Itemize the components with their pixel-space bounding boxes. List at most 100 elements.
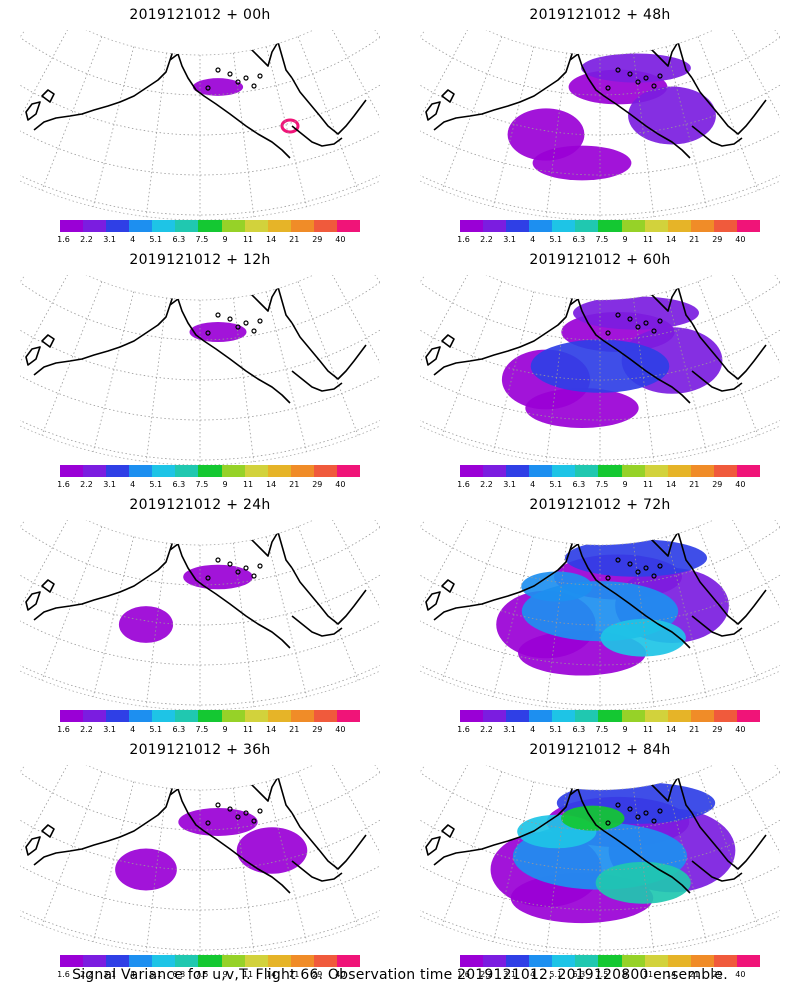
colorbar-swatch <box>529 465 553 477</box>
colorbar-label: 2.2 <box>480 725 493 734</box>
variance-blob <box>525 388 639 428</box>
colorbar-label: 6.3 <box>172 480 186 489</box>
colorbar-label: 7.5 <box>595 235 609 244</box>
colorbar <box>460 955 761 967</box>
island <box>605 575 611 581</box>
colorbar-label: 9 <box>222 970 228 979</box>
latitude-line <box>20 281 380 341</box>
colorbar-label: 40 <box>335 725 346 734</box>
colorbar-label: 2.2 <box>80 725 93 734</box>
polar-map <box>420 520 780 710</box>
island <box>243 75 249 81</box>
colorbar-swatch <box>621 465 645 477</box>
colorbar-swatch <box>506 220 530 232</box>
colorbar-swatch <box>129 220 153 232</box>
meridian-line <box>492 536 535 697</box>
island <box>257 808 263 814</box>
coastline <box>425 591 441 611</box>
colorbar-label: 40 <box>335 235 346 244</box>
colorbar-label: 11 <box>642 235 654 244</box>
map-content <box>115 808 308 891</box>
meridian-line <box>265 781 308 942</box>
colorbar-swatch <box>598 220 622 232</box>
colorbar-swatch <box>244 220 268 232</box>
map-content <box>501 296 723 428</box>
colorbar-label: 5.1 <box>149 235 163 244</box>
island <box>605 85 611 91</box>
island <box>235 814 241 820</box>
island <box>615 312 621 318</box>
colorbar-label: 40 <box>335 480 346 489</box>
colorbar-label: 29 <box>312 480 323 489</box>
coastline <box>291 812 367 870</box>
colorbar-labels: 1.6 2.2 3.1 4 5.1 6.3 7.5 9 11 14 21 29 40 <box>57 480 360 490</box>
meridian-line <box>297 771 359 926</box>
variance-blob <box>118 606 174 643</box>
colorbar-label: 7.5 <box>595 725 609 734</box>
colorbar <box>60 955 361 967</box>
island <box>657 318 663 324</box>
colorbar-swatch <box>621 955 645 967</box>
island <box>227 316 233 322</box>
map-panel: 2019121012 + 48h 1.6 2.2 3.1 4 5.1 6.3 7.5 9 11 14… <box>400 0 800 245</box>
colorbar-swatch <box>483 465 507 477</box>
meridian-line <box>441 526 503 681</box>
colorbar-label: 4 <box>530 235 536 244</box>
coastline <box>425 346 441 366</box>
island <box>615 802 621 808</box>
variance-blob <box>595 861 691 904</box>
colorbar-label: 21 <box>289 235 300 244</box>
colorbar-swatch <box>83 710 107 722</box>
colorbar <box>60 710 361 722</box>
colorbar-label: 3.1 <box>503 970 516 979</box>
colorbar-label: 11 <box>642 480 654 489</box>
coastline <box>291 370 343 392</box>
map-content <box>490 782 736 924</box>
polar-map <box>420 765 780 955</box>
colorbar-label: 5.1 <box>549 725 563 734</box>
latitude-line <box>20 36 380 96</box>
colorbar-swatch <box>129 465 153 477</box>
colorbar-swatch <box>175 710 199 722</box>
coastline <box>691 812 767 870</box>
island <box>251 818 257 824</box>
meridian-line <box>92 536 135 697</box>
colorbar-swatch <box>575 465 599 477</box>
island <box>205 820 211 826</box>
panel-title: 2019121012 + 12h <box>129 252 271 268</box>
colorbar-label: 11 <box>242 970 254 979</box>
colorbar-swatch <box>313 465 337 477</box>
variance-blob <box>628 86 716 145</box>
colorbar-label: 21 <box>689 235 700 244</box>
colorbar-label: 6.3 <box>572 480 586 489</box>
colorbar-label: 14 <box>266 480 277 489</box>
colorbar-label: 21 <box>689 725 700 734</box>
colorbar-swatch <box>690 465 714 477</box>
colorbar-swatch <box>690 220 714 232</box>
colorbar-swatch <box>221 220 245 232</box>
island <box>643 810 649 816</box>
latitude-line <box>420 526 780 586</box>
colorbar-swatch <box>483 220 507 232</box>
colorbar-swatch <box>221 710 245 722</box>
variance-blob <box>236 827 308 874</box>
colorbar-swatch <box>221 465 245 477</box>
colorbar-swatch <box>483 710 507 722</box>
colorbar-swatch <box>644 465 668 477</box>
colorbar-label: 21 <box>289 970 300 979</box>
map-panel: 2019121012 + 00h 1.6 2.2 3.1 4 5.1 6.3 7.5 9 11 14… <box>0 0 400 245</box>
colorbar-swatch <box>60 710 84 722</box>
latitude-line <box>20 419 380 461</box>
island <box>657 563 663 569</box>
island <box>635 814 641 820</box>
meridian-line <box>665 781 708 942</box>
meridian-line <box>492 781 535 942</box>
colorbar-label: 11 <box>242 725 254 734</box>
colorbar-label: 3.1 <box>503 235 516 244</box>
colorbar-label: 9 <box>222 235 228 244</box>
island <box>243 320 249 326</box>
map-panel: 2019121012 + 60h 1.6 2.2 3.1 4 5.1 6.3 7.5 9 11 14… <box>400 245 800 490</box>
colorbar-label: 29 <box>712 235 723 244</box>
coastline <box>25 836 41 856</box>
island <box>251 83 257 89</box>
